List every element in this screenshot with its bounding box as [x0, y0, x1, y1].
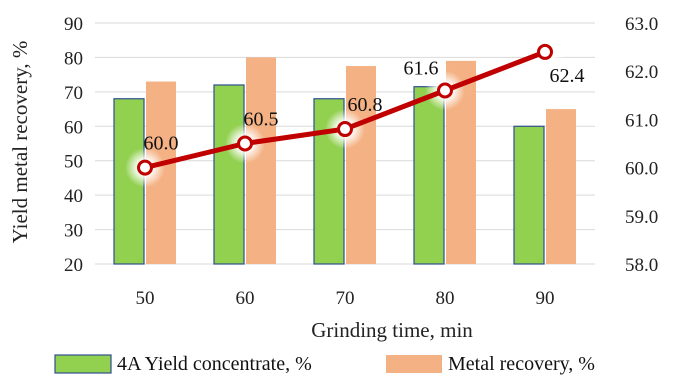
legend-swatch-yield: [54, 354, 112, 374]
y2-tick-label: 61.0: [625, 110, 658, 131]
y-tick-label: 30: [64, 221, 83, 242]
x-tick-label: 80: [436, 288, 455, 309]
x-tick-label: 50: [136, 288, 155, 309]
y-tick-label: 90: [64, 14, 83, 35]
y-tick-label: 80: [64, 48, 83, 69]
y-axis-title: Yield metal recovery, %: [8, 41, 32, 244]
y-tick-label: 70: [64, 83, 83, 104]
line-data-label: 61.6: [404, 57, 439, 79]
x-tick-label: 60: [236, 288, 255, 309]
bar-recovery: [546, 109, 576, 264]
legend-label-yield: 4A Yield concentrate, %: [117, 353, 312, 375]
line-data-label: 60.5: [244, 109, 279, 131]
line-point: [137, 159, 153, 176]
y-tick-label: 20: [64, 255, 83, 276]
y-tick-label: 60: [64, 117, 83, 138]
y2-tick-label: 63.0: [625, 14, 658, 35]
legend: 4A Yield concentrate, % Metal recovery, …: [54, 353, 595, 375]
bar-yield: [213, 84, 245, 265]
legend-label-recovery: Metal recovery, %: [448, 353, 595, 375]
line-point: [237, 135, 253, 152]
y-axis-right-ticks: 58.0 59.0 60.0 61.0 62.0 63.0: [625, 14, 658, 276]
y2-tick-label: 58.0: [625, 255, 658, 276]
y2-tick-label: 62.0: [625, 62, 658, 83]
x-axis-title: Grinding time, min: [311, 318, 473, 342]
bar-recovery: [346, 66, 376, 265]
bar-yield: [413, 86, 445, 265]
x-tick-label: 90: [536, 288, 555, 309]
y-tick-label: 40: [64, 186, 83, 207]
legend-swatch-recovery: [386, 355, 442, 373]
line-point: [337, 121, 353, 138]
line-data-label: 60.0: [144, 133, 179, 155]
y-axis-left-ticks: 20 30 40 50 60 70 80 90: [64, 14, 83, 276]
bar-yield: [513, 125, 545, 265]
y2-tick-label: 60.0: [625, 159, 658, 180]
line-data-label: 60.8: [348, 94, 383, 116]
x-axis-ticks: 50 60 70 80 90: [136, 288, 555, 309]
y2-tick-label: 59.0: [625, 207, 658, 228]
line-point: [537, 43, 553, 60]
line-point: [437, 82, 453, 99]
line-data-label: 62.4: [550, 65, 585, 87]
y-tick-label: 50: [64, 152, 83, 173]
line-series: 60.0 60.5 60.8 61.6 62.4: [125, 31, 585, 188]
x-tick-label: 70: [336, 288, 355, 309]
